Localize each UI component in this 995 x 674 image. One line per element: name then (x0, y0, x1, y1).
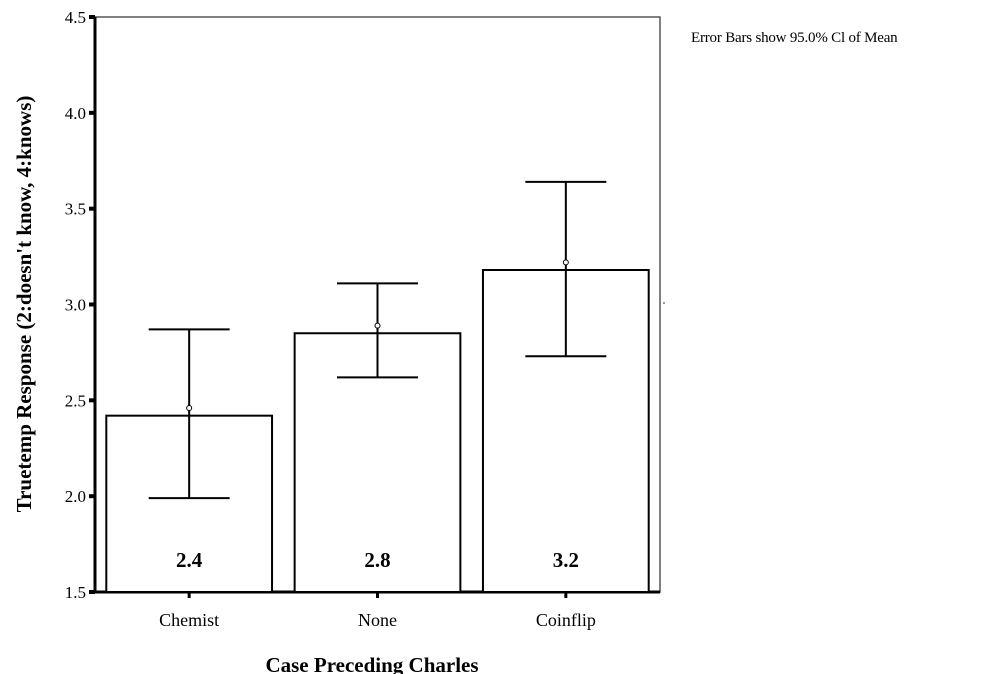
y-axis-label: Truetemp Response (2:doesn't know, 4:kno… (12, 96, 36, 513)
frame-dot (663, 302, 665, 304)
x-axis-label: Case Preceding Charles (265, 653, 478, 674)
bar-value-label: 2.8 (364, 548, 390, 572)
x-ticks: Chemist None Coinflip (159, 592, 596, 630)
x-tick-label: None (358, 610, 397, 630)
x-tick-label: Coinflip (536, 610, 596, 630)
y-ticks: 1.5 2.0 2.5 3.0 3.5 4.0 4.5 (65, 8, 95, 602)
y-tick-label: 4.0 (65, 104, 86, 123)
y-tick-label: 3.5 (65, 200, 86, 219)
mean-marker (562, 259, 569, 266)
mean-marker (186, 405, 193, 411)
y-tick-label: 2.0 (65, 487, 86, 506)
y-tick-label: 2.5 (65, 391, 86, 410)
y-tick-label: 4.5 (65, 8, 86, 27)
y-tick-label: 3.0 (65, 296, 86, 315)
mean-marker (374, 322, 381, 329)
y-tick-label: 1.5 (65, 583, 86, 602)
bars: 2.4 2.8 3.2 (105, 180, 650, 593)
bar-value-label: 2.4 (176, 548, 203, 572)
bar-value-label: 3.2 (553, 548, 579, 572)
x-tick-label: Chemist (159, 610, 219, 630)
error-bar-note: Error Bars show 95.0% Cl of Mean (691, 30, 898, 46)
